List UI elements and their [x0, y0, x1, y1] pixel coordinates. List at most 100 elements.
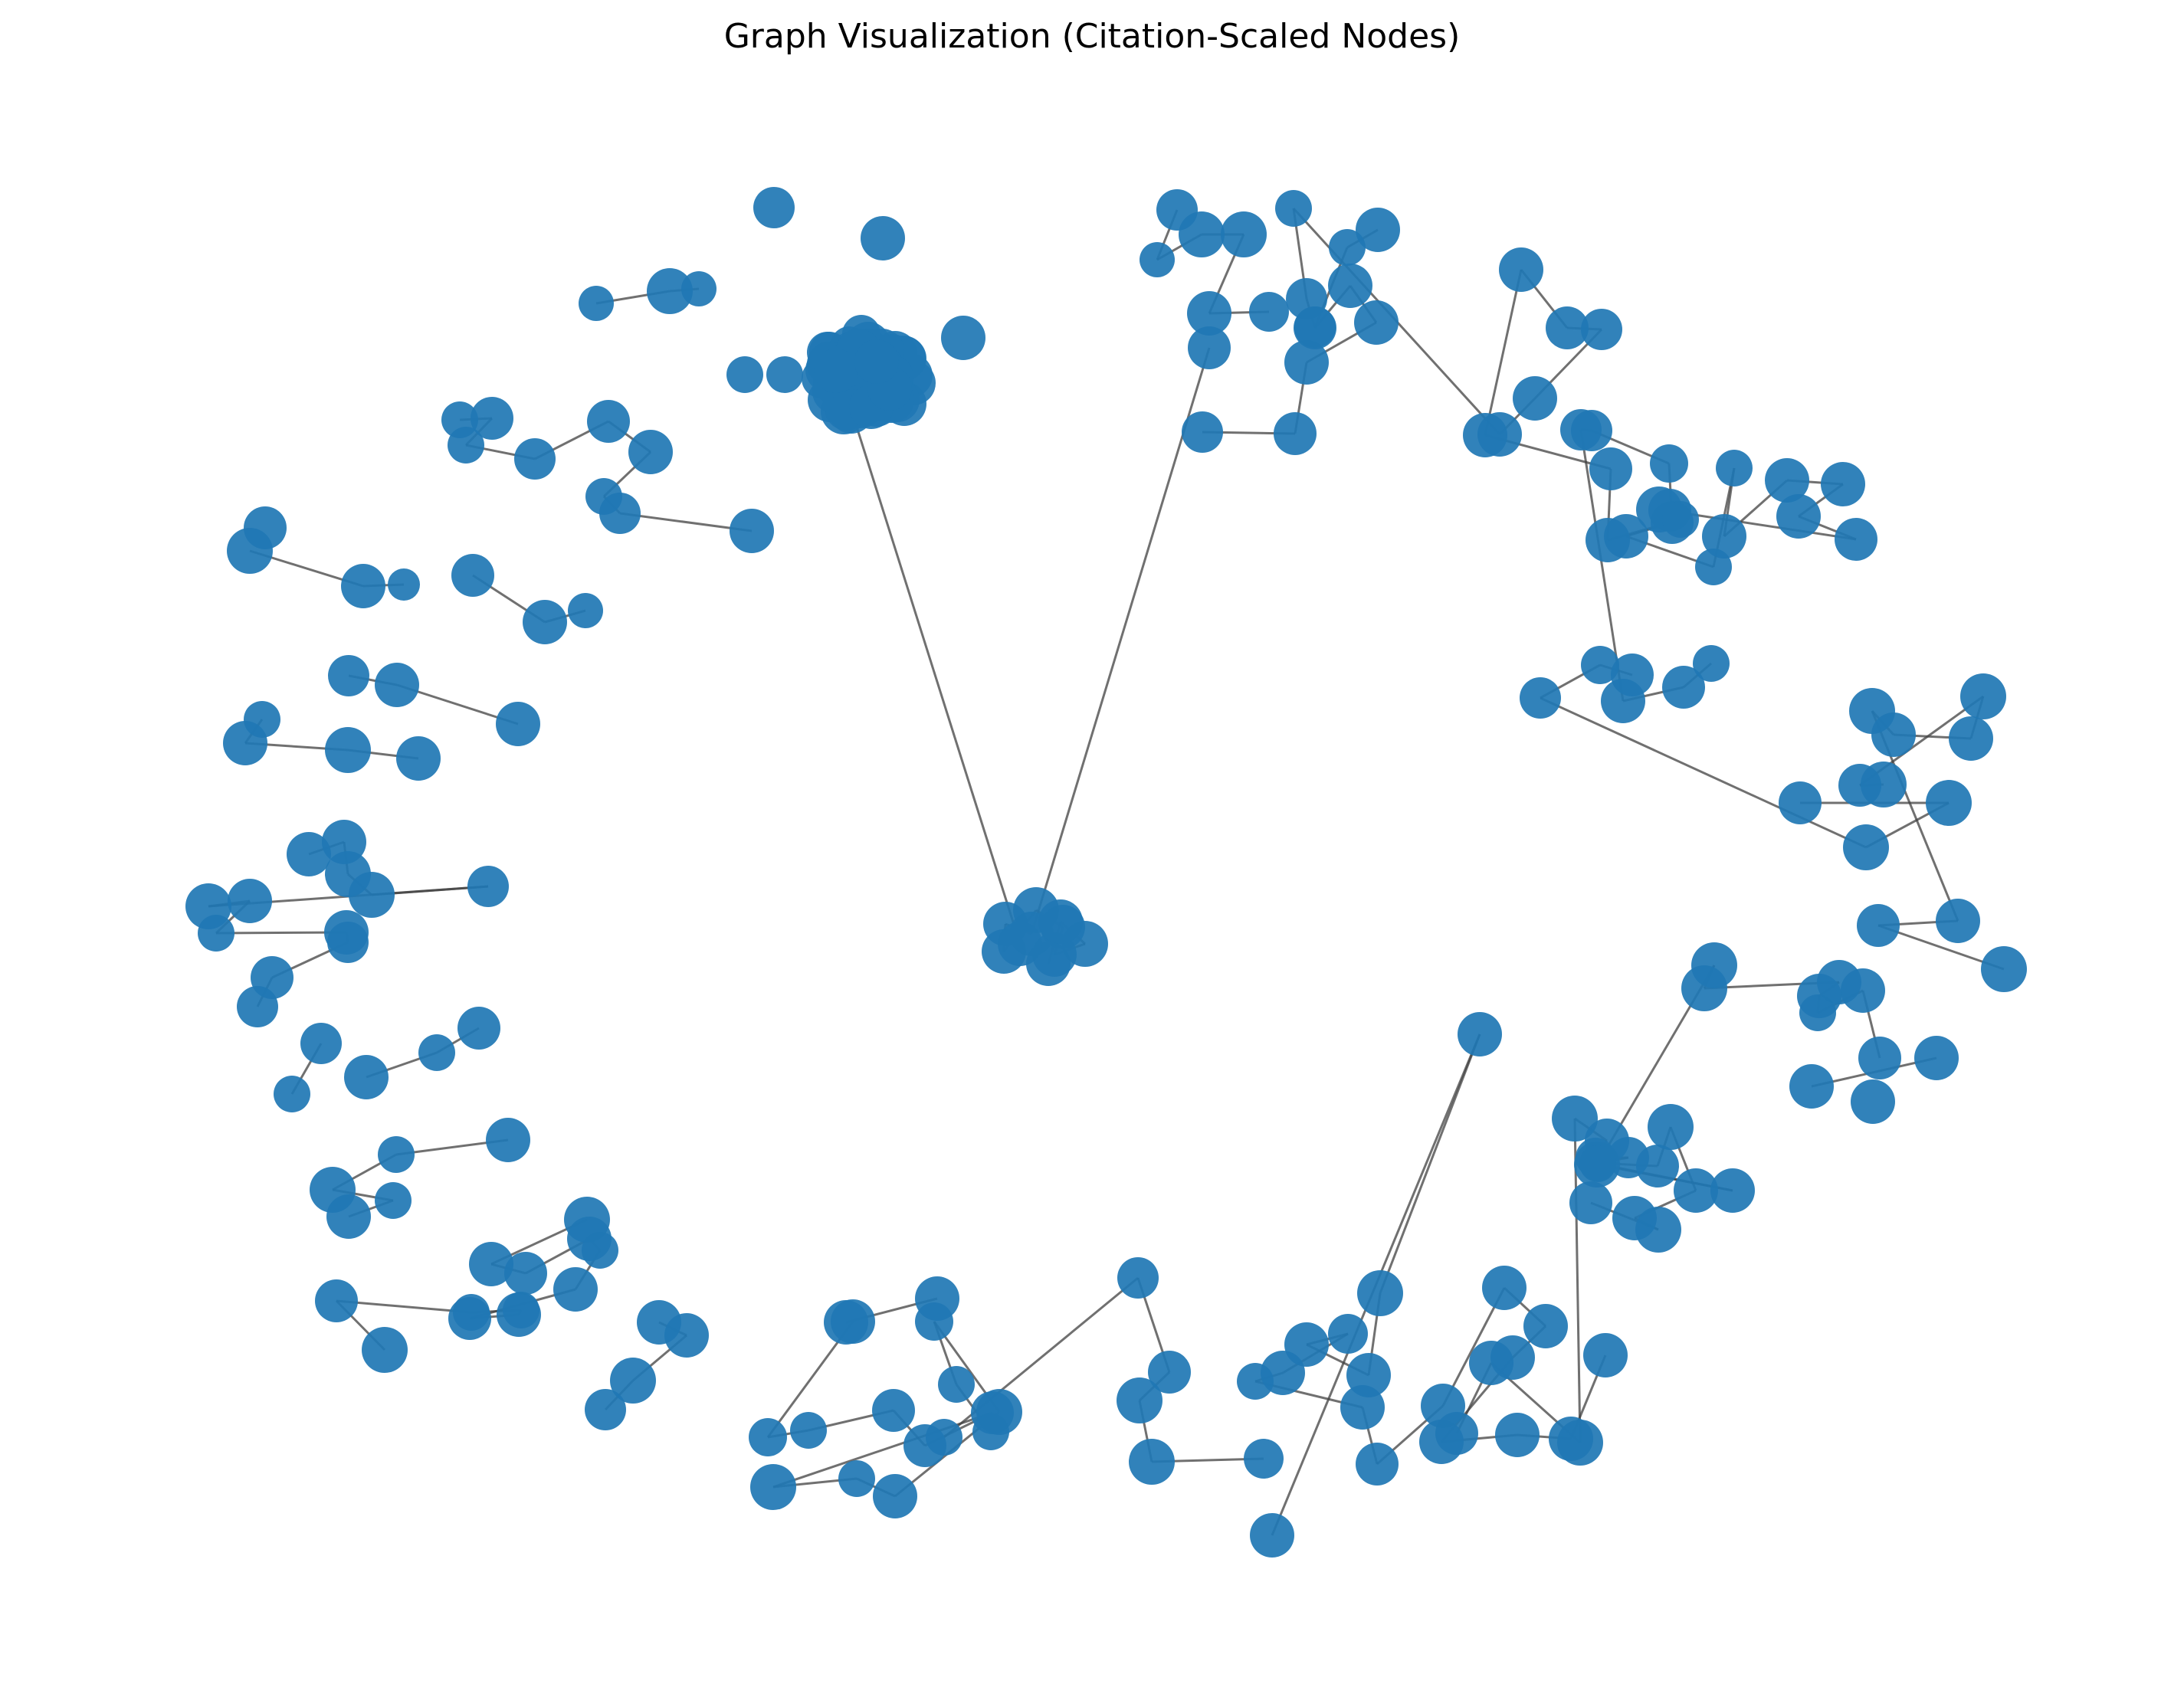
graph-node-204: [998, 922, 1042, 966]
graph-node-192: [1274, 412, 1317, 455]
chart-title: Graph Visualization (Citation-Scaled Nod…: [723, 17, 1461, 56]
graph-node-160: [1693, 645, 1730, 682]
graph-node-26: [375, 663, 419, 707]
graph-node-4: [766, 356, 803, 393]
graph-node-98: [1129, 1439, 1175, 1485]
graph-node-191: [1284, 340, 1329, 385]
graph-node-150: [1949, 716, 1993, 761]
graph-node-109: [1356, 1443, 1399, 1486]
graph-node-92: [938, 1366, 975, 1403]
graph-node-156: [1843, 824, 1889, 870]
graph-node-1: [861, 216, 905, 260]
graph-node-50: [327, 922, 369, 963]
graph-node-83: [790, 1412, 827, 1449]
graph-node-127: [1648, 1104, 1694, 1150]
graph-node-130: [1635, 1207, 1681, 1253]
graph-node-169: [1716, 450, 1753, 486]
graph-node-73: [315, 1279, 358, 1322]
graph-node-3: [726, 356, 763, 393]
graph-node-115: [1495, 1413, 1540, 1457]
graph-node-107: [1237, 1363, 1274, 1400]
graph-node-45: [467, 866, 509, 907]
graph-node-170: [1702, 514, 1746, 559]
graph-node-131: [1569, 1181, 1612, 1224]
graph-node-38: [1356, 208, 1400, 252]
graph-node-82: [749, 1418, 787, 1456]
graph-node-89: [873, 1474, 917, 1518]
graph-node-151: [1960, 673, 2006, 719]
graph-node-141: [1858, 1037, 1901, 1079]
graph-node-143: [1789, 1064, 1834, 1109]
graph-node-47: [228, 879, 272, 923]
graph-node-121: [1552, 1096, 1598, 1142]
graph-node-177: [1662, 501, 1699, 538]
graph-node-96: [1148, 1351, 1191, 1394]
graph-edge-171: [840, 378, 1021, 945]
graph-node-112: [1523, 1304, 1568, 1348]
graph-node-193: [1182, 411, 1223, 453]
graph-node-194: [1188, 326, 1231, 369]
graph-node-111: [1482, 1266, 1527, 1310]
graph-node-34: [1179, 211, 1225, 257]
graph-node-182: [1546, 306, 1589, 349]
graph-node-27: [496, 702, 540, 746]
graph-node-29: [223, 721, 267, 765]
graph-node-12: [514, 438, 556, 480]
graph-node-16: [599, 493, 641, 534]
graph-node-84: [872, 1389, 915, 1432]
graph-edge-77: [1379, 1033, 1481, 1294]
graph-node-7: [647, 268, 693, 314]
graph-node-188: [1294, 306, 1336, 349]
graph-node-61: [375, 1182, 412, 1219]
graph-node-174: [1835, 518, 1877, 561]
graph-edge-126: [1540, 696, 1867, 849]
graph-node-56: [418, 1034, 455, 1071]
graph-node-126: [1636, 1145, 1679, 1187]
graph-node-144: [1914, 1036, 1959, 1080]
graph-node-88: [838, 1460, 875, 1497]
graph-node-146: [1857, 904, 1900, 947]
graph-node-37: [1249, 292, 1289, 332]
graph-node-17: [730, 509, 774, 553]
graph-node-55: [344, 1055, 389, 1099]
graph-node-171: [1765, 458, 1809, 503]
graph-node-190: [1354, 300, 1399, 345]
graph-node-91: [915, 1302, 953, 1341]
graph-node-71: [503, 1292, 539, 1328]
graph-edge-149: [1484, 269, 1523, 436]
graph-node-149: [1871, 712, 1916, 757]
graph-node-145: [1981, 946, 2027, 992]
graph-node-65: [504, 1252, 547, 1295]
graph-node-48: [198, 915, 234, 952]
graph-node-22: [451, 554, 494, 597]
graph-node-30: [325, 727, 371, 773]
graph-node-58: [486, 1118, 530, 1162]
graph-edge-53: [336, 1299, 472, 1314]
graph-node-268: [814, 349, 858, 393]
graph-node-118: [1435, 1412, 1478, 1455]
graph-node-77: [610, 1358, 656, 1404]
graph-node-87: [750, 1464, 796, 1510]
graph-node-102: [1357, 1270, 1403, 1316]
graph-node-179: [1589, 447, 1632, 490]
graph-node-94: [926, 1419, 962, 1456]
graph-node-189: [1328, 264, 1372, 308]
graph-node-74: [362, 1327, 408, 1373]
graph-node-20: [341, 564, 385, 608]
graph-node-147: [1936, 899, 1980, 943]
graph-node-164: [1571, 410, 1612, 451]
graph-node-67: [582, 1232, 618, 1269]
graph-node-33: [1140, 242, 1175, 277]
graph-node-186: [1275, 190, 1312, 227]
graph-node-172: [1821, 462, 1865, 506]
graph-node-270: [854, 339, 899, 384]
graph-node-23: [523, 600, 567, 644]
graph-node-153: [1861, 762, 1907, 807]
graph-node-54: [274, 1076, 310, 1112]
graph-node-25: [328, 655, 369, 696]
graph-node-31: [396, 736, 441, 781]
graph-node-44: [349, 872, 395, 918]
graph-node-8: [681, 271, 717, 306]
graph-node-184: [1513, 376, 1557, 421]
